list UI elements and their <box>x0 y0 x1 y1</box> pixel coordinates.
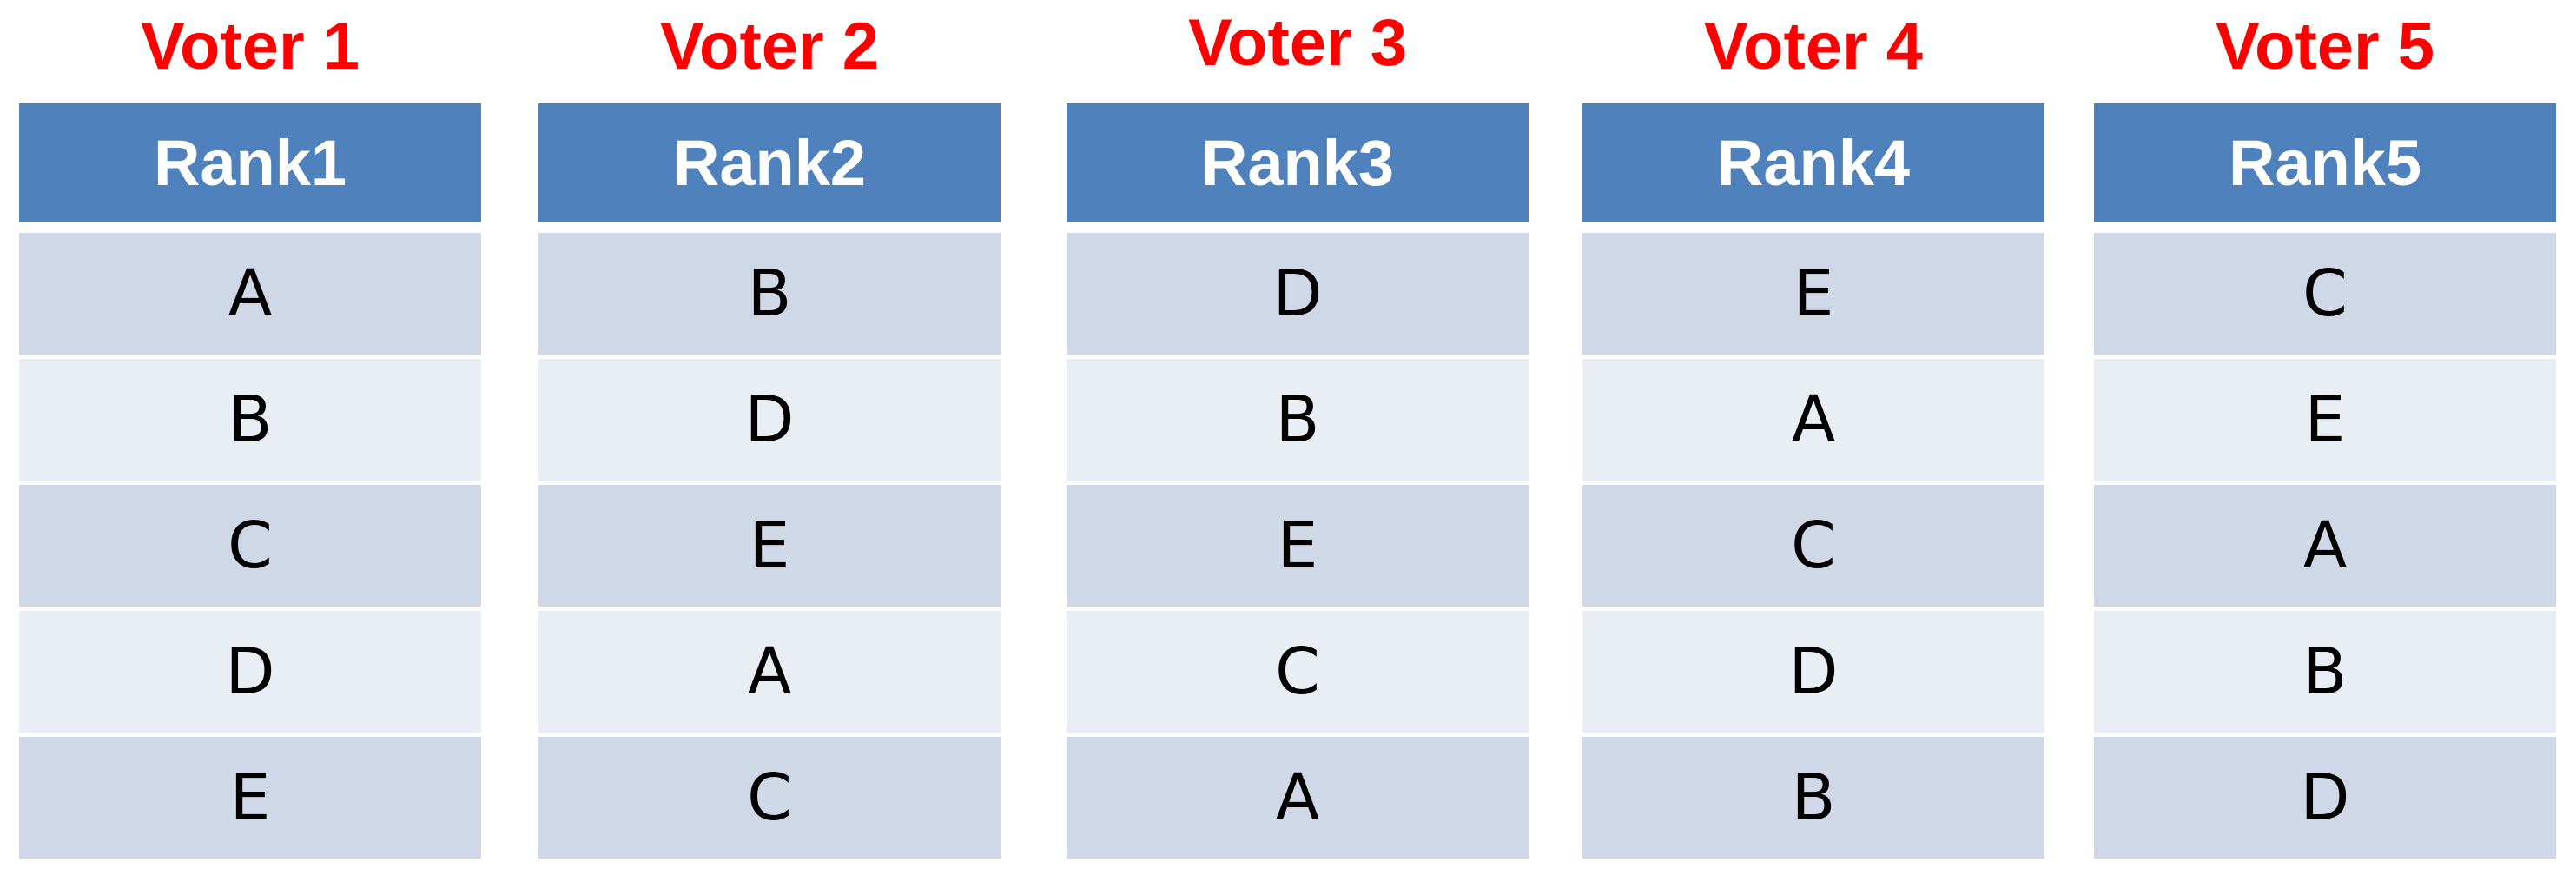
rank-cell: B <box>538 233 1001 359</box>
rank-cell: D <box>1582 611 2044 737</box>
rank-table: Rank2 B D E A C <box>538 103 1001 859</box>
voter-title: Voter 4 <box>1703 10 1923 83</box>
rank-header: Rank3 <box>1067 103 1529 222</box>
rank-header: Rank5 <box>2094 103 2556 222</box>
voter-title: Voter 3 <box>1187 6 1407 80</box>
rank-cell: D <box>1067 233 1529 359</box>
rank-cell: C <box>1067 611 1529 737</box>
rank-table: Rank5 C E A B D <box>2094 103 2556 859</box>
rank-cell: E <box>1582 233 2044 359</box>
rank-cell: C <box>2094 233 2556 359</box>
voter-title: Voter 2 <box>659 10 879 83</box>
rank-cell: A <box>2094 485 2556 611</box>
rank-cell: B <box>1582 737 2044 859</box>
rank-cell: C <box>538 737 1001 859</box>
rank-cell: D <box>2094 737 2556 859</box>
rank-cell: A <box>19 233 481 359</box>
rank-cell: E <box>1067 485 1529 611</box>
rank-cell: A <box>538 611 1001 737</box>
rank-cell: A <box>1582 359 2044 485</box>
rank-cell: B <box>2094 611 2556 737</box>
rank-header: Rank1 <box>19 103 481 222</box>
rank-cell: E <box>538 485 1001 611</box>
rank-cell: C <box>19 485 481 611</box>
rank-cell: D <box>538 359 1001 485</box>
rank-cell: A <box>1067 737 1529 859</box>
rank-cell: E <box>2094 359 2556 485</box>
rank-cell: C <box>1582 485 2044 611</box>
rank-table: Rank1 A B C D E <box>19 103 481 859</box>
voter-title: Voter 5 <box>2215 10 2434 83</box>
rank-header: Rank2 <box>538 103 1001 222</box>
rank-header: Rank4 <box>1582 103 2044 222</box>
rank-cell: D <box>19 611 481 737</box>
rank-table: Rank3 D B E C A <box>1067 103 1529 859</box>
rank-cell: B <box>1067 359 1529 485</box>
rank-cell: E <box>19 737 481 859</box>
rank-table: Rank4 E A C D B <box>1582 103 2044 859</box>
voter-title: Voter 1 <box>140 10 360 83</box>
rank-cell: B <box>19 359 481 485</box>
